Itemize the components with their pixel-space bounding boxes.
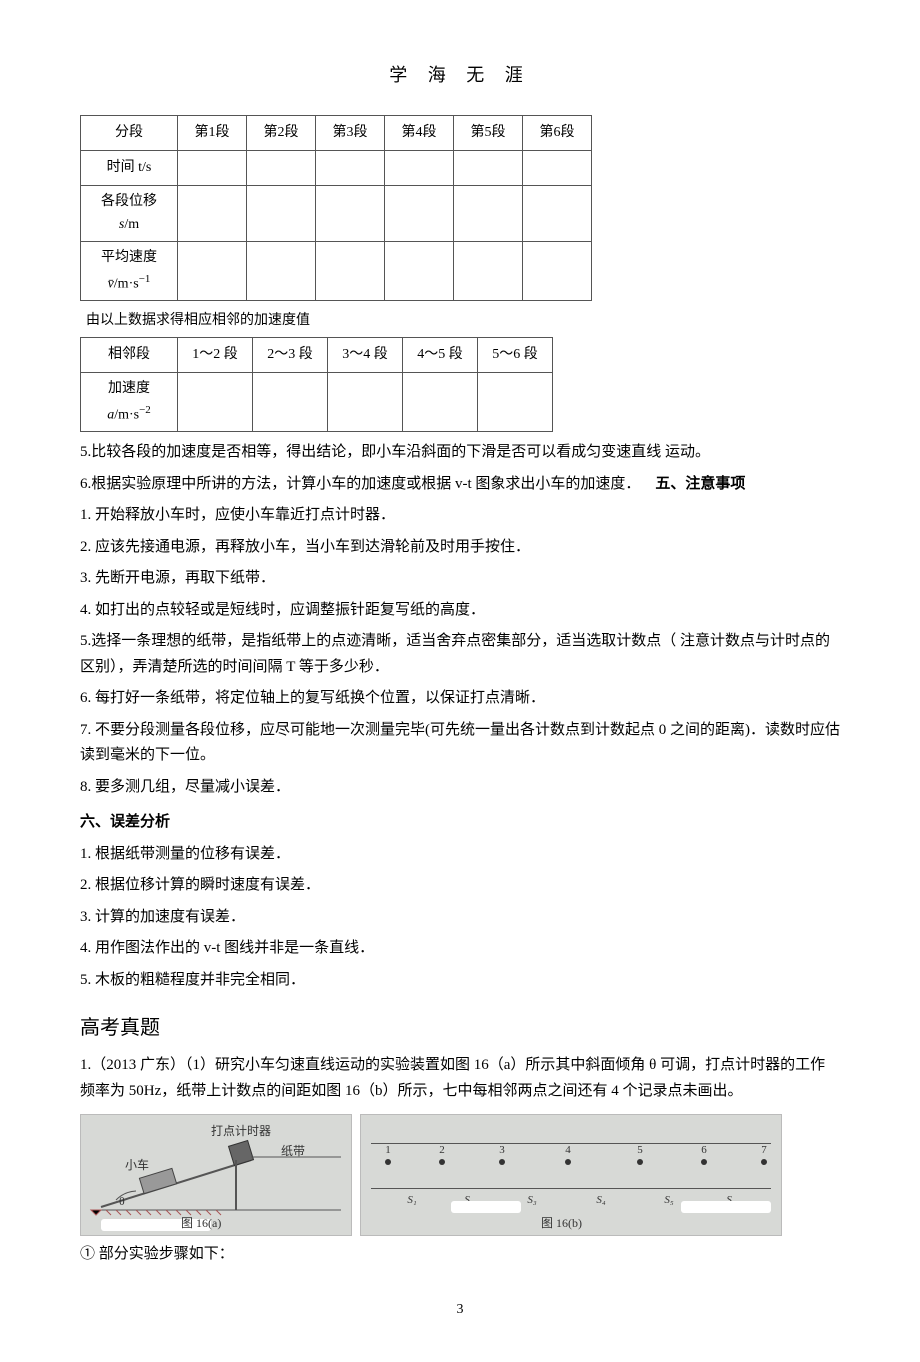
paragraph: 1.（2013 广东）（1）研究小车匀速直线运动的实验装置如图 16（a）所示其… (80, 1053, 840, 1104)
table-row: 时间 t/s (81, 150, 592, 185)
paragraph: 6.根据实验原理中所讲的方法，计算小车的加速度或根据 v-t 图象求出小车的加速… (80, 472, 840, 498)
cell (316, 150, 385, 185)
figure-label: 打点计时器 (211, 1121, 271, 1141)
segments-table: 分段 第1段 第2段 第3段 第4段 第5段 第6段 时间 t/s 各段位移s/… (80, 115, 592, 302)
cell (253, 373, 328, 432)
cell: 1～2 段 (178, 338, 253, 373)
cell: 第3段 (316, 115, 385, 150)
list-item: 2. 应该先接通电源，再释放小车，当小车到达滑轮前及时用手按住． (80, 535, 840, 561)
figure-caption: 图 16(a) (181, 1213, 221, 1233)
cell: 第4段 (385, 115, 454, 150)
dot-label: 4 (565, 1141, 571, 1160)
page: 学 海 无 涯 分段 第1段 第2段 第3段 第4段 第5段 第6段 时间 t/… (0, 0, 920, 1362)
table-caption: 由以上数据求得相应相邻的加速度值 (86, 309, 840, 333)
table-row: 相邻段 1～2 段 2～3 段 3～4 段 4～5 段 5～6 段 (81, 338, 553, 373)
cell-head: 各段位移s/m (81, 185, 178, 242)
dot-label: 7 (761, 1141, 767, 1160)
page-title: 学 海 无 涯 (80, 60, 840, 91)
segment-label: S₅ (664, 1191, 673, 1210)
cell (316, 185, 385, 242)
dot-label: 1 (385, 1141, 391, 1160)
table-row: 分段 第1段 第2段 第3段 第4段 第5段 第6段 (81, 115, 592, 150)
cell: 第6段 (523, 115, 592, 150)
cell (328, 373, 403, 432)
cell (454, 242, 523, 301)
cell (178, 373, 253, 432)
list-item: 7. 不要分段测量各段位移，应尽可能地一次测量完毕(可先统一量出各计数点到计数起… (80, 718, 840, 769)
text: 6.根据实验原理中所讲的方法，计算小车的加速度或根据 v-t 图象求出小车的加速… (80, 476, 640, 492)
segment-label: S₁ (407, 1191, 416, 1210)
paragraph: 5.比较各段的加速度是否相等，得出结论，即小车沿斜面的下滑是否可以看成匀变速直线… (80, 440, 840, 466)
cell (454, 150, 523, 185)
segment-label: S₃ (527, 1191, 536, 1210)
section-heading: 六、误差分析 (80, 810, 840, 836)
exam-heading: 高考真题 (80, 1011, 840, 1045)
paragraph: ① 部分实验步骤如下： (80, 1242, 840, 1268)
section-heading-inline: 五、注意事项 (655, 476, 745, 492)
figure-16b: 1 2 3 4 5 6 7 S₁ S₂ S₃ S₄ S₅ S₆ 图 16(b) (360, 1114, 782, 1236)
list-item: 5. 木板的粗糙程度并非完全相同． (80, 968, 840, 994)
cell-head: 加速度a/m·s−2 (81, 373, 178, 432)
cell (523, 185, 592, 242)
figure-16a: 打点计时器 小车 纸带 θ 图 16(a) (80, 1114, 352, 1236)
cell-head: 平均速度v̄/m·s−1 (81, 242, 178, 301)
accel-table: 相邻段 1～2 段 2～3 段 3～4 段 4～5 段 5～6 段 加速度a/m… (80, 337, 553, 432)
list-item: 3. 先断开电源，再取下纸带． (80, 566, 840, 592)
cell (178, 185, 247, 242)
cell (385, 185, 454, 242)
table-row: 平均速度v̄/m·s−1 (81, 242, 592, 301)
list-item: 2. 根据位移计算的瞬时速度有误差． (80, 873, 840, 899)
figure-caption: 图 16(b) (541, 1213, 582, 1233)
cell-head: 分段 (81, 115, 178, 150)
figure-label: θ (119, 1191, 125, 1211)
table-row: 各段位移s/m (81, 185, 592, 242)
cell-head: 时间 t/s (81, 150, 178, 185)
dot-label: 6 (701, 1141, 707, 1160)
dot-label: 2 (439, 1141, 445, 1160)
cell-head: 相邻段 (81, 338, 178, 373)
figure-label: 纸带 (281, 1141, 305, 1161)
cell (247, 185, 316, 242)
list-item: 1. 根据纸带测量的位移有误差． (80, 842, 840, 868)
table-row: 加速度a/m·s−2 (81, 373, 553, 432)
cell: 第2段 (247, 115, 316, 150)
cell (385, 150, 454, 185)
list-item: 4. 如打出的点较轻或是短线时，应调整振针距复写纸的高度． (80, 598, 840, 624)
list-item: 1. 开始释放小车时，应使小车靠近打点计时器． (80, 503, 840, 529)
dot-label: 5 (637, 1141, 643, 1160)
cell (523, 242, 592, 301)
cell (316, 242, 385, 301)
cell (178, 150, 247, 185)
cell (403, 373, 478, 432)
cell (454, 185, 523, 242)
figure-block: 打点计时器 小车 纸带 θ 图 16(a) 1 2 3 4 5 6 7 S₁ S… (80, 1114, 840, 1236)
dot-label: 3 (499, 1141, 505, 1160)
list-item: 8. 要多测几组，尽量减小误差． (80, 775, 840, 801)
cell: 5～6 段 (478, 338, 553, 373)
list-item: 5.选择一条理想的纸带，是指纸带上的点迹清晰，适当舍弃点密集部分，适当选取计数点… (80, 629, 840, 680)
cell: 4～5 段 (403, 338, 478, 373)
cell: 2～3 段 (253, 338, 328, 373)
cell (178, 242, 247, 301)
cell (247, 150, 316, 185)
cell (478, 373, 553, 432)
figure-label: 小车 (125, 1155, 149, 1175)
cell: 3～4 段 (328, 338, 403, 373)
list-item: 6. 每打好一条纸带，将定位轴上的复写纸换个位置，以保证打点清晰． (80, 686, 840, 712)
cell (385, 242, 454, 301)
segment-label: S₄ (596, 1191, 605, 1210)
list-item: 3. 计算的加速度有误差． (80, 905, 840, 931)
cell: 第5段 (454, 115, 523, 150)
list-item: 4. 用作图法作出的 v-t 图线并非是一条直线． (80, 936, 840, 962)
cell (523, 150, 592, 185)
cell: 第1段 (178, 115, 247, 150)
cell (247, 242, 316, 301)
